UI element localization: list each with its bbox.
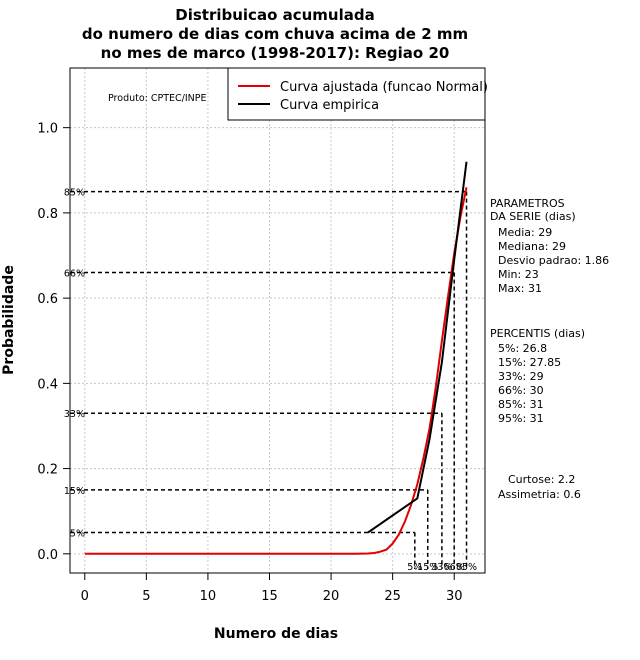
y-axis: 0.0 0.2 0.4 0.6 0.8 1.0 xyxy=(37,122,70,563)
stat-curtose: Curtose: 2.2 xyxy=(508,473,575,486)
legend-label-fitted: Curva ajustada (funcao Normal) xyxy=(280,80,488,95)
percentil-95: 95%: 31 xyxy=(498,412,544,425)
percentile-left-label: 15% xyxy=(64,486,85,497)
parametros-title-1: PARAMETROS xyxy=(490,197,565,210)
percentile-left-label: 5% xyxy=(70,529,85,540)
percentis-panel: PERCENTIS (dias) 5%: 26.8 15%: 27.85 33%… xyxy=(490,327,585,425)
x-tick-label: 15 xyxy=(261,589,278,604)
legend-label-empirical: Curva empirica xyxy=(280,98,379,113)
percentile-left-label: 33% xyxy=(64,409,85,420)
x-tick-label: 0 xyxy=(81,589,89,604)
parametro-mediana: Mediana: 29 xyxy=(498,240,566,253)
x-tick-label: 30 xyxy=(446,589,463,604)
percentile-bottom-label: 15% xyxy=(417,562,438,573)
y-tick-label: 0.0 xyxy=(37,548,58,563)
percentile-bottom-label: 85% xyxy=(456,562,477,573)
stat-assimetria: Assimetria: 0.6 xyxy=(498,488,581,501)
percentil-33: 33%: 29 xyxy=(498,370,544,383)
parametros-title-2: DA SERIE (dias) xyxy=(490,210,576,223)
product-label: Produto: CPTEC/INPE xyxy=(108,93,207,104)
percentile-left-label: 66% xyxy=(64,269,85,280)
parametro-media: Media: 29 xyxy=(498,226,552,239)
x-tick-label: 5 xyxy=(142,589,150,604)
chart-title-line-3: no mes de marco (1998-2017): Regiao 20 xyxy=(101,44,450,62)
legend: Curva ajustada (funcao Normal) Curva emp… xyxy=(227,67,488,121)
y-tick-label: 1.0 xyxy=(37,122,58,137)
series-line-fitted xyxy=(84,187,468,555)
percentil-66: 66%: 30 xyxy=(498,384,544,397)
parametro-min: Min: 23 xyxy=(498,268,539,281)
parametros-panel: PARAMETROS DA SERIE (dias) Media: 29 Med… xyxy=(490,197,609,295)
parametro-desvio: Desvio padrao: 1.86 xyxy=(498,254,609,267)
x-tick-label: 10 xyxy=(200,589,217,604)
grid-lines xyxy=(70,68,485,573)
percentil-15: 15%: 27.85 xyxy=(498,356,561,369)
series-layer xyxy=(84,161,468,555)
legend-box xyxy=(227,67,486,121)
plot-frame xyxy=(69,67,486,574)
y-tick-label: 0.6 xyxy=(37,292,58,307)
x-axis: 0 5 10 15 20 25 30 xyxy=(81,573,463,604)
percentis-title: PERCENTIS (dias) xyxy=(490,327,585,340)
y-axis-title: Probabilidade xyxy=(1,265,17,375)
x-tick-label: 20 xyxy=(323,589,340,604)
percentil-85: 85%: 31 xyxy=(498,398,544,411)
percentile-bottom-label: 66% xyxy=(444,562,465,573)
x-axis-title: Numero de dias xyxy=(214,626,338,642)
percentile-bottom-label: 33% xyxy=(431,562,452,573)
y-tick-label: 0.4 xyxy=(37,377,58,392)
chart-title-line-2: do numero de dias com chuva acima de 2 m… xyxy=(82,25,468,43)
series-line-empirical xyxy=(367,161,468,534)
chart-title-line-1: Distribuicao acumulada xyxy=(175,6,374,24)
percentile-lines: 5%5%15%15%33%33%66%66%85%85% xyxy=(64,188,477,573)
stats-panel: Curtose: 2.2 Assimetria: 0.6 xyxy=(498,473,581,501)
parametro-max: Max: 31 xyxy=(498,282,542,295)
y-tick-label: 0.8 xyxy=(37,207,58,222)
percentile-left-label: 85% xyxy=(64,188,85,199)
percentile-bottom-label: 5% xyxy=(407,562,422,573)
percentil-5: 5%: 26.8 xyxy=(498,342,547,355)
y-tick-label: 0.2 xyxy=(37,463,58,478)
x-tick-label: 25 xyxy=(384,589,401,604)
